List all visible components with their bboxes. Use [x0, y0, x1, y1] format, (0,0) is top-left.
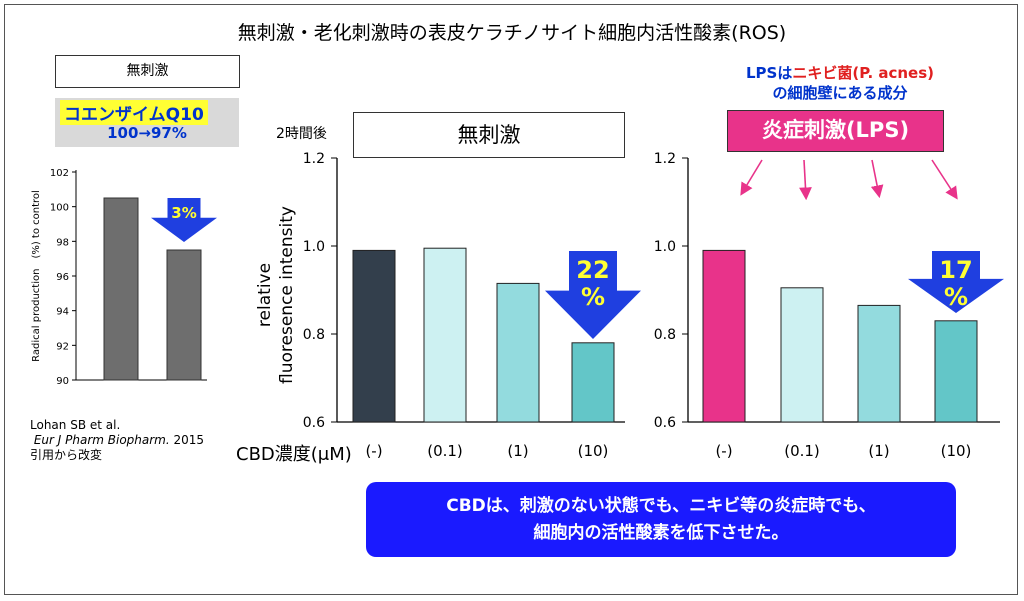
cbd-lps-y-tick-label: 1.0	[654, 239, 676, 255]
cbd-unstimulated-y-axis-label: fluoresence intensity	[277, 206, 297, 384]
cbd-unstimulated-decrease-arrow	[545, 251, 641, 339]
cbd-unstimulated-y-axis-label: relative	[255, 263, 275, 327]
coq10-y-tick-label: 96	[56, 272, 69, 283]
reference-note: 引用から改変	[30, 448, 103, 462]
coq10-y-tick-label: 102	[50, 168, 69, 179]
cbd-lps-x-tick-label: (1)	[868, 442, 889, 460]
lps-pointer-arrow	[931, 159, 958, 200]
cbd-lps-decrease-label: %	[944, 283, 968, 311]
cbd-lps-bar	[780, 287, 824, 423]
coq10-decrease-label: 3%	[171, 204, 196, 222]
lps-pointer-arrow	[870, 159, 884, 199]
cbd-unstimulated-y-tick-label: 1.0	[303, 239, 325, 255]
reference-authors: Lohan SB et al.	[30, 418, 121, 432]
cbd-unstimulated-y-tick-label: 0.6	[303, 415, 325, 431]
coq10-y-tick-label: 98	[56, 237, 69, 248]
x-axis-label: CBD濃度(μM)	[236, 444, 352, 465]
cbd-lps-decrease-arrow	[908, 251, 1004, 313]
coq10-y-tick-label: 92	[56, 341, 69, 352]
reference-journal: Eur J Pharm Biopharm.	[33, 433, 170, 447]
coq10-y-tick-label: 100	[50, 203, 69, 214]
cbd-unstimulated-x-tick-label: (10)	[578, 442, 609, 460]
cbd-unstimulated-y-tick-label: 0.8	[303, 327, 325, 343]
cbd-unstimulated-bar	[352, 249, 396, 423]
lps-note: LPSはニキビ菌(P. acnes) の細胞壁にある成分	[700, 63, 980, 103]
middle-condition-box: 無刺激	[353, 112, 625, 158]
coq10-product-change: 100→97%	[107, 124, 187, 142]
cbd-lps-x-tick-label: (0.1)	[784, 442, 820, 460]
lps-pointer-arrow	[740, 159, 763, 196]
cbd-lps-bar	[934, 320, 978, 423]
slide-title: 無刺激・老化刺激時の表皮ケラチノサイト細胞内活性酸素(ROS)	[237, 22, 787, 44]
cbd-unstimulated-chart: 0.6 0.8 1.0 1.2 relative fluoresence intensit…	[255, 151, 641, 460]
reference-year: 2015	[173, 433, 205, 447]
cbd-unstimulated-y-tick-label: 1.2	[303, 151, 325, 167]
cbd-lps-bar	[702, 249, 746, 423]
summary-line2: 細胞内の活性酸素を低下させた。	[533, 523, 789, 543]
coq10-y-tick-label: 94	[56, 307, 69, 318]
cbd-unstimulated-decrease-label: 22	[576, 256, 609, 284]
cbd-unstimulated-bar	[496, 282, 540, 423]
reference: Lohan SB et al. Eur J Pharm Biopharm. 20…	[30, 418, 204, 463]
cbd-unstimulated-bar	[571, 342, 615, 423]
coq10-bar	[103, 197, 139, 381]
lps-pointer-arrow	[799, 159, 812, 201]
middle-condition-label: 無刺激	[457, 123, 521, 147]
cbd-unstimulated-x-tick-label: (1)	[507, 442, 528, 460]
cbd-lps-bar	[857, 304, 901, 423]
summary-box: CBDは、刺激のない状態でも、ニキビ等の炎症時でも、 細胞内の活性酸素を低下させ…	[366, 482, 956, 557]
lps-note-prefix: LPSは	[745, 64, 793, 82]
slide-frame	[4, 4, 1018, 595]
coq10-product-name: コエンザイムQ10	[60, 100, 208, 125]
coq10-condition-label: 無刺激	[126, 63, 169, 79]
lps-pointer-arrows	[740, 159, 958, 201]
cbd-unstimulated-x-tick-label: (0.1)	[427, 442, 463, 460]
lps-note-highlight: ニキビ菌(P. acnes)	[792, 64, 935, 82]
cbd-lps-x-tick-label: (10)	[941, 442, 972, 460]
coq10-chart: 90 92 94 96 98 100 102 Radical production (%) t…	[31, 168, 217, 387]
cbd-lps-y-tick-label: 0.8	[654, 327, 676, 343]
coq10-bar	[166, 249, 202, 381]
cbd-lps-y-tick-label: 1.2	[654, 151, 676, 167]
cbd-lps-y-tick-label: 0.6	[654, 415, 676, 431]
time-label: 2時間後	[276, 126, 327, 142]
coq10-condition-box: 無刺激	[55, 55, 240, 88]
cbd-unstimulated-decrease-label: %	[581, 283, 605, 311]
lps-note-line2: の細胞壁にある成分	[772, 84, 908, 102]
coq10-decrease-arrow	[151, 198, 217, 242]
cbd-unstimulated-bar	[423, 247, 467, 423]
cbd-lps-chart: 0.6 0.8 1.0 1.2 (-) (0.1) (1) (10) 17%	[654, 151, 1004, 460]
coq10-y-axis-label: Radical production (%) to control	[31, 190, 42, 362]
lps-condition-box: 炎症刺激(LPS)	[727, 110, 944, 152]
cbd-unstimulated-x-tick-label: (-)	[365, 442, 382, 460]
lps-condition-label: 炎症刺激(LPS)	[761, 118, 910, 142]
summary-line1: CBDは、刺激のない状態でも、ニキビ等の炎症時でも、	[446, 496, 876, 516]
cbd-lps-x-tick-label: (-)	[715, 442, 732, 460]
coq10-y-tick-label: 90	[56, 376, 69, 387]
cbd-lps-decrease-label: 17	[939, 256, 972, 284]
